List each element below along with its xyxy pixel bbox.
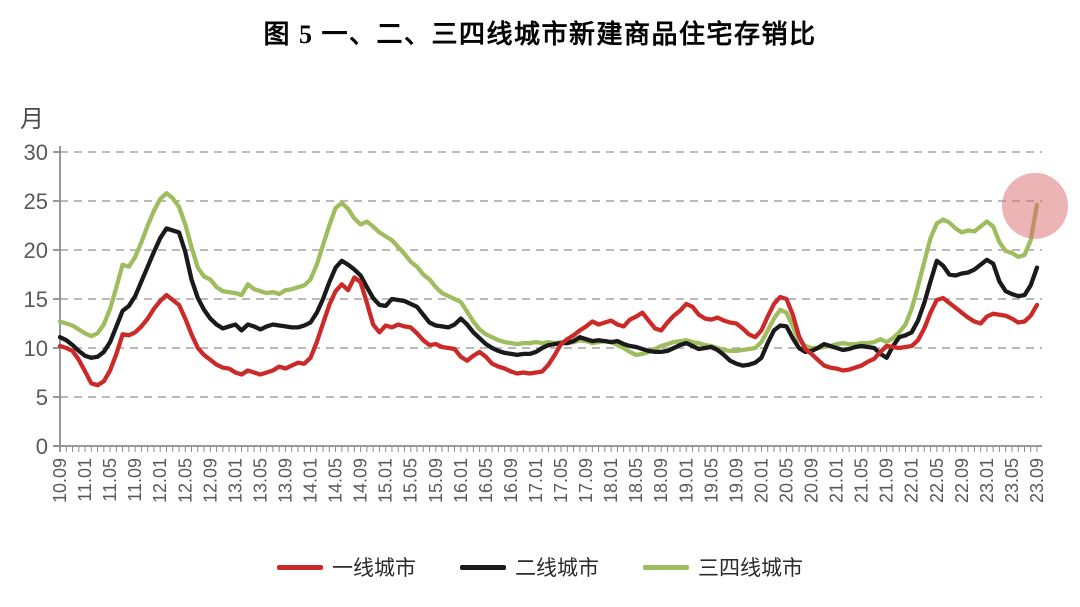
tier1-legend-label: 一线城市 bbox=[332, 557, 416, 580]
x-tick-label: 18.09 bbox=[651, 458, 671, 503]
x-tick-label: 13.05 bbox=[250, 458, 270, 503]
x-tick-label: 23.05 bbox=[1002, 458, 1022, 503]
x-tick-label: 15.05 bbox=[401, 458, 421, 503]
legend-item-tier34: 三四线城市 bbox=[643, 552, 803, 582]
x-tick-label: 10.09 bbox=[50, 458, 70, 503]
x-tick-label: 12.01 bbox=[150, 458, 170, 503]
x-tick-label: 20.01 bbox=[751, 458, 771, 503]
x-tick-label: 14.09 bbox=[351, 458, 371, 503]
y-tick-label: 20 bbox=[24, 238, 48, 263]
legend-item-tier2: 二线城市 bbox=[460, 552, 599, 582]
x-tick-label: 17.05 bbox=[551, 458, 571, 503]
x-tick-label: 22.01 bbox=[902, 458, 922, 503]
x-tick-label: 14.01 bbox=[301, 458, 321, 503]
y-tick-label: 0 bbox=[36, 434, 48, 459]
legend-item-tier1: 一线城市 bbox=[277, 552, 416, 582]
tier34-legend-label: 三四线城市 bbox=[698, 557, 803, 580]
x-tick-label: 12.09 bbox=[200, 458, 220, 503]
x-tick-label: 21.09 bbox=[877, 458, 897, 503]
chart-title: 图 5 一、二、三四线城市新建商品住宅存销比 bbox=[263, 20, 817, 49]
y-tick-label: 15 bbox=[24, 287, 48, 312]
x-tick-label: 18.01 bbox=[601, 458, 621, 503]
y-tick-label: 10 bbox=[24, 336, 48, 361]
x-tick-label: 17.09 bbox=[576, 458, 596, 503]
x-tick-label: 19.09 bbox=[726, 458, 746, 503]
x-tick-label: 12.05 bbox=[175, 458, 195, 503]
x-tick-label: 23.09 bbox=[1027, 458, 1047, 503]
y-tick-label: 30 bbox=[24, 140, 48, 165]
x-tick-label: 11.05 bbox=[100, 458, 120, 502]
x-tick-label: 20.05 bbox=[776, 458, 796, 503]
series-line-1 bbox=[57, 226, 1040, 368]
x-tick-label: 15.09 bbox=[426, 458, 446, 503]
y-tick-label: 25 bbox=[24, 189, 48, 214]
x-tick-label: 23.01 bbox=[977, 458, 997, 503]
x-tick-label: 21.05 bbox=[852, 458, 872, 503]
x-tick-label: 16.05 bbox=[476, 458, 496, 503]
y-tick-label: 5 bbox=[36, 385, 48, 410]
tier34-line-swatch bbox=[643, 564, 689, 570]
x-tick-label: 15.01 bbox=[376, 458, 396, 503]
chart-legend: 一线城市 二线城市 三四线城市 bbox=[0, 552, 1080, 582]
x-tick-label: 14.05 bbox=[326, 458, 346, 503]
x-tick-label: 16.01 bbox=[451, 458, 471, 503]
x-tick-label: 19.01 bbox=[676, 458, 696, 503]
x-tick-label: 11.01 bbox=[75, 458, 95, 502]
series-line-0 bbox=[57, 275, 1040, 388]
x-tick-label: 11.09 bbox=[125, 458, 145, 502]
tier2-legend-label: 二线城市 bbox=[515, 557, 599, 580]
highlight-circle bbox=[1002, 172, 1068, 239]
x-tick-label: 22.05 bbox=[927, 458, 947, 503]
tier1-line-swatch bbox=[277, 564, 323, 570]
x-tick-label: 22.09 bbox=[952, 458, 972, 503]
x-tick-label: 19.05 bbox=[701, 458, 721, 503]
x-tick-label: 13.01 bbox=[225, 458, 245, 503]
x-tick-label: 21.01 bbox=[827, 458, 847, 503]
y-axis-unit-label: 月 bbox=[20, 106, 44, 133]
x-tick-label: 20.09 bbox=[802, 458, 822, 503]
x-tick-label: 13.09 bbox=[275, 458, 295, 503]
x-tick-label: 16.09 bbox=[501, 458, 521, 503]
x-tick-label: 17.01 bbox=[526, 458, 546, 503]
series-line-2 bbox=[57, 191, 1040, 358]
tier2-line-swatch bbox=[460, 564, 506, 570]
x-tick-label: 18.05 bbox=[626, 458, 646, 503]
